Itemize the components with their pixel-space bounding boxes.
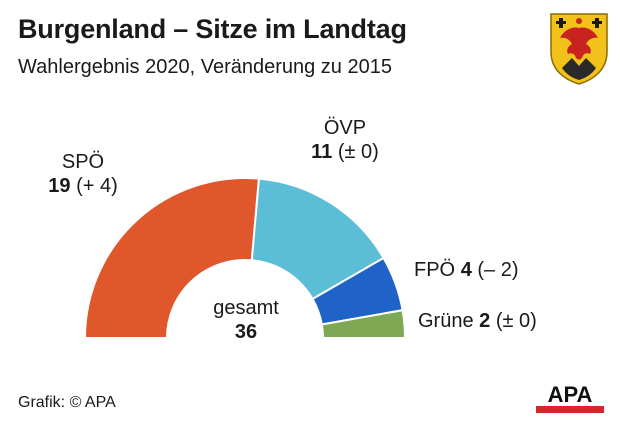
label-gruene: Grüne 2 (± 0)	[418, 309, 537, 333]
label-spo-change: (+ 4)	[76, 175, 118, 197]
label-fpo-change: (– 2)	[477, 259, 519, 281]
apa-logo: APA	[536, 382, 604, 413]
label-spo: SPÖ 19 (+ 4)	[36, 150, 130, 198]
chart-title: Burgenland – Sitze im Landtag	[18, 14, 407, 44]
label-fpo: FPÖ 4 (– 2)	[414, 258, 519, 282]
label-ovp-party: ÖVP	[323, 117, 367, 139]
label-ovp-change: (± 0)	[337, 141, 379, 163]
chart-subtitle: Wahlergebnis 2020, Veränderung zu 2015	[18, 56, 392, 78]
label-fpo-seats: 4	[460, 259, 472, 281]
apa-logo-text: APA	[548, 382, 593, 407]
label-ovp: ÖVP 11 (± 0)	[290, 116, 400, 164]
slice-spo	[83, 177, 261, 339]
label-gruene-seats: 2	[479, 310, 491, 332]
burgenland-coat-of-arms-icon	[550, 13, 608, 85]
label-spo-seats: 19	[48, 175, 71, 197]
slice-gruene	[320, 309, 407, 339]
total-value: 36	[234, 321, 258, 343]
total-caption: gesamt	[213, 297, 279, 319]
footer-credit: Grafik: © APA	[18, 394, 116, 411]
total-seats-label: gesamt 36	[200, 296, 292, 344]
label-ovp-seats: 11	[311, 141, 333, 163]
label-gruene-party: Grüne	[418, 310, 474, 332]
label-fpo-party: FPÖ	[414, 259, 456, 281]
label-gruene-change: (± 0)	[495, 310, 537, 332]
label-spo-party: SPÖ	[61, 151, 105, 173]
